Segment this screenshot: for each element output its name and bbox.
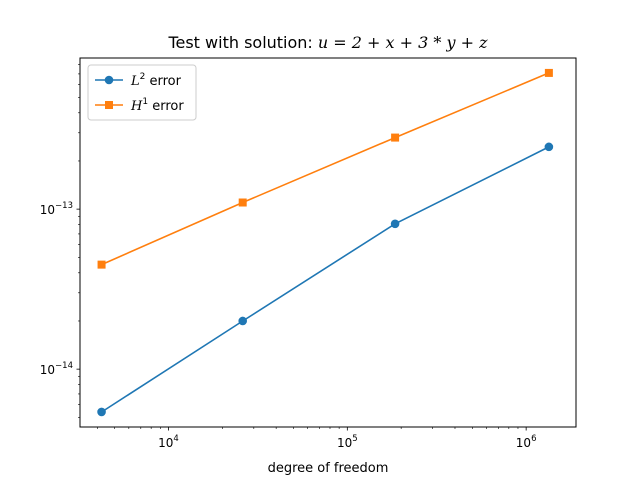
series-layer	[97, 68, 554, 417]
x-axis-label: degree of freedom	[268, 461, 389, 476]
legend-box	[87, 64, 197, 121]
series-1	[97, 142, 554, 417]
data-point	[544, 68, 553, 77]
data-point	[97, 260, 106, 269]
x-axis: 104 105 106 degree of freedom	[97, 427, 537, 476]
x-tick-label: 104	[158, 434, 179, 450]
legend-marker	[104, 75, 114, 85]
legend-label: L2 error	[130, 72, 182, 89]
x-tick-label: 105	[337, 434, 358, 450]
y-tick-label: 10−14	[40, 361, 73, 377]
plot-area	[79, 57, 577, 428]
legend: L2 error H1 error	[87, 64, 197, 121]
legend-entry: H1 error	[95, 97, 184, 114]
chart-title-text: Test with solution: u = 2 + x + 3 * y + …	[167, 33, 488, 52]
data-point	[97, 407, 106, 417]
x-tick-label: 106	[516, 434, 537, 450]
data-point	[391, 133, 400, 142]
legend-label: H1 error	[130, 97, 184, 114]
y-axis: 10−14 10−13	[40, 64, 80, 418]
series-line	[101, 72, 550, 266]
axes-frame	[79, 57, 577, 428]
series-2	[97, 68, 553, 269]
data-point	[390, 219, 400, 229]
data-point	[544, 142, 554, 152]
y-tick-label: 10−13	[40, 201, 73, 217]
legend-entry: L2 error	[95, 72, 182, 89]
chart-title: Test with solution: u = 2 + x + 3 * y + …	[167, 33, 488, 52]
data-point	[238, 316, 248, 326]
legend-marker	[105, 101, 113, 109]
data-point	[238, 198, 247, 207]
series-line	[101, 146, 550, 413]
